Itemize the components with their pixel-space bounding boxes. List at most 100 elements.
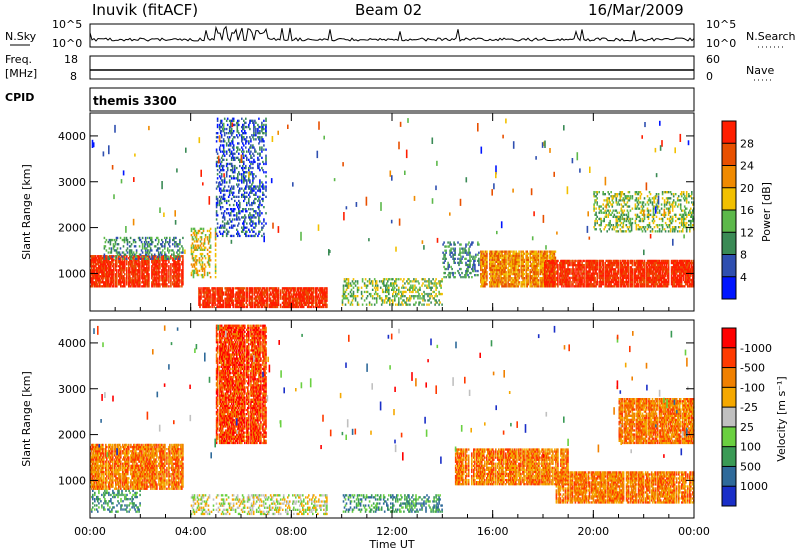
data-cell — [198, 229, 201, 233]
data-cell — [156, 281, 158, 284]
data-cell — [131, 267, 133, 270]
data-cell — [161, 279, 163, 282]
data-cell — [472, 267, 474, 271]
data-cell — [352, 278, 355, 281]
data-cell — [176, 251, 178, 254]
data-cell — [271, 295, 274, 298]
data-cell — [164, 273, 166, 276]
data-cell — [191, 269, 194, 272]
data-cell — [275, 289, 278, 292]
data-cell — [138, 267, 140, 270]
data-cell — [469, 271, 471, 275]
data-cell — [468, 241, 470, 244]
data-cell — [124, 257, 126, 260]
data-cell — [527, 252, 529, 255]
data-cell — [307, 287, 310, 290]
data-cell — [99, 259, 101, 262]
data-cell — [460, 255, 462, 258]
cpid-value: themis 3300 — [93, 94, 177, 108]
data-cell — [243, 181, 245, 184]
data-cell — [250, 156, 252, 159]
data-cell — [149, 243, 152, 246]
data-cell — [225, 305, 227, 309]
data-cell — [138, 265, 140, 268]
data-cell — [307, 289, 310, 292]
data-cell — [387, 290, 389, 294]
data-cell — [237, 218, 239, 221]
data-cell — [368, 303, 371, 306]
data-cell — [230, 177, 233, 180]
data-cell — [326, 293, 328, 296]
data-cell — [216, 119, 219, 122]
data-cell — [226, 123, 229, 127]
data-cell — [323, 297, 325, 300]
data-cell — [170, 263, 172, 266]
data-cell — [157, 259, 159, 262]
data-cell — [153, 261, 155, 264]
data-cell — [164, 279, 166, 282]
data-cell — [272, 295, 275, 298]
data-cell — [485, 250, 487, 253]
data-cell — [512, 256, 514, 259]
data-cell — [245, 299, 248, 302]
data-cell — [99, 279, 101, 282]
data-cell — [495, 275, 497, 278]
data-cell — [521, 285, 523, 288]
data-cell — [511, 262, 513, 266]
data-cell — [118, 283, 120, 286]
data-cell — [539, 270, 542, 274]
data-cell — [163, 279, 165, 282]
data-cell — [449, 276, 451, 279]
data-cell — [193, 246, 196, 249]
data-cell — [505, 270, 507, 274]
data-cell — [122, 257, 125, 260]
data-cell — [151, 269, 153, 272]
data-cell — [271, 289, 274, 292]
data-cell — [500, 250, 502, 253]
data-cell — [207, 295, 209, 298]
data-cell — [509, 270, 511, 274]
data-cell — [494, 277, 496, 280]
data-cell — [113, 271, 115, 274]
data-cell — [366, 290, 369, 294]
data-cell — [531, 258, 533, 261]
data-cell — [402, 292, 404, 296]
data-cell — [114, 255, 117, 258]
data-cell — [95, 261, 97, 264]
data-cell — [94, 255, 96, 258]
data-cell — [150, 249, 153, 252]
data-cell — [245, 179, 247, 182]
data-cell — [236, 232, 238, 235]
data-cell — [541, 285, 544, 288]
data-cell — [250, 185, 252, 188]
data-cell — [450, 265, 452, 269]
data-cell — [432, 290, 434, 294]
data-cell — [396, 278, 398, 281]
data-cell — [289, 305, 292, 309]
data-cell — [163, 271, 165, 274]
data-cell — [304, 289, 307, 292]
data-cell — [182, 255, 184, 258]
data-cell — [200, 246, 203, 249]
data-cell — [505, 254, 507, 257]
data-cell — [491, 266, 493, 270]
data-cell — [201, 267, 204, 270]
data-cell — [134, 277, 136, 280]
data-cell — [529, 275, 531, 278]
data-cell — [364, 284, 367, 287]
data-cell — [493, 283, 495, 286]
data-cell — [100, 275, 102, 278]
data-cell — [521, 268, 523, 272]
data-cell — [376, 295, 379, 298]
data-cell — [96, 271, 98, 274]
data-cell — [299, 305, 302, 309]
data-cell — [251, 183, 253, 186]
data-cell — [208, 299, 210, 302]
data-cell — [146, 267, 148, 270]
data-cell — [448, 263, 450, 267]
data-cell — [371, 284, 374, 287]
data-cell — [110, 279, 112, 282]
data-cell — [205, 303, 207, 306]
data-cell — [492, 275, 494, 278]
data-cell — [514, 285, 516, 288]
